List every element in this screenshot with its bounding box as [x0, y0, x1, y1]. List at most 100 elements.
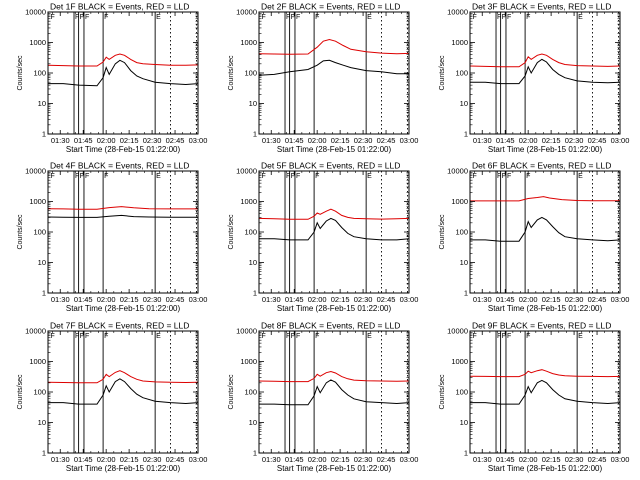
- x-tick-label: 02:45: [588, 295, 607, 304]
- x-tick-label: 03:00: [189, 295, 208, 304]
- flag-label: E: [156, 173, 161, 180]
- flag-label: E: [367, 14, 372, 21]
- x-tick-label: 02:45: [377, 455, 396, 464]
- y-tick-label: 1000: [29, 38, 46, 47]
- chart-title: Det 8F BLACK = Events, RED = LLD: [261, 321, 400, 331]
- x-axis-label: Start Time (28-Feb-15 01:22:00): [277, 304, 392, 313]
- y-tick-label: 1000: [451, 357, 468, 366]
- x-tick-label: 01:45: [285, 136, 304, 145]
- y-tick-label: 10: [38, 99, 46, 108]
- y-tick-label: 100: [33, 69, 46, 78]
- series-line-events: [48, 59, 199, 87]
- series-line-lld: [469, 369, 621, 378]
- axes-frame: [47, 170, 199, 294]
- x-tick-label: 02:30: [354, 455, 373, 464]
- y-tick-label: 1000: [451, 197, 468, 206]
- series-line-lld: [47, 370, 199, 384]
- y-tick-label: 1000: [240, 197, 257, 206]
- x-tick-label: 03:00: [400, 136, 419, 145]
- x-tick-label: 02:00: [308, 136, 327, 145]
- y-tick-label: 1: [253, 449, 257, 458]
- flag-label: F: [104, 14, 108, 21]
- flag-label: F: [526, 173, 530, 180]
- series-line-events: [48, 378, 199, 405]
- x-tick-label: 02:15: [120, 295, 139, 304]
- y-tick-label: 10: [38, 418, 46, 427]
- x-tick-label: 01:45: [496, 295, 515, 304]
- flag-label: F: [296, 173, 300, 180]
- flag-label: F: [497, 14, 501, 21]
- flag-label: F: [51, 14, 55, 21]
- flag-label: F: [473, 333, 477, 340]
- flag-label: E: [156, 14, 161, 21]
- y-tick-label: 1000: [240, 38, 257, 47]
- x-tick-label: 01:30: [262, 136, 281, 145]
- y-tick-label: 10000: [447, 167, 468, 176]
- axes-frame: [469, 11, 621, 135]
- y-axis-label: Counts/sec: [228, 214, 235, 250]
- y-axis-label: Counts/sec: [17, 214, 24, 250]
- flag-label: F: [296, 14, 300, 21]
- flag-label: E: [156, 333, 161, 340]
- flag-label: F: [502, 14, 506, 21]
- x-tick-label: 01:30: [51, 455, 70, 464]
- x-tick-label: 01:30: [473, 136, 492, 145]
- y-tick-label: 10: [249, 99, 257, 108]
- y-tick-label: 1: [253, 289, 257, 298]
- y-tick-label: 10: [38, 258, 46, 267]
- axes-frame: [47, 330, 199, 454]
- x-tick-label: 02:00: [97, 136, 116, 145]
- series-line-events: [259, 217, 410, 241]
- x-tick-label: 02:15: [331, 455, 350, 464]
- flag-label: F: [526, 14, 530, 21]
- y-tick-label: 10000: [447, 8, 468, 17]
- x-axis-label: Start Time (28-Feb-15 01:22:00): [488, 304, 603, 313]
- series-line-lld: [258, 208, 410, 220]
- x-tick-label: 01:30: [473, 455, 492, 464]
- flag-label: F: [75, 333, 79, 340]
- y-tick-label: 1: [42, 130, 46, 139]
- x-tick-label: 01:45: [74, 136, 93, 145]
- flag-label: F: [75, 173, 79, 180]
- flag-label: F: [296, 333, 300, 340]
- y-tick-label: 10: [249, 258, 257, 267]
- flag-label: F: [497, 173, 501, 180]
- x-tick-label: 02:00: [519, 136, 538, 145]
- x-tick-label: 02:15: [542, 136, 561, 145]
- chart-title: Det 2F BLACK = Events, RED = LLD: [261, 2, 400, 12]
- x-axis-label: Start Time (28-Feb-15 01:22:00): [66, 464, 181, 473]
- x-tick-label: 02:15: [120, 455, 139, 464]
- y-tick-label: 10000: [236, 167, 257, 176]
- flag-label: F: [85, 14, 89, 21]
- flag-label: F: [286, 14, 290, 21]
- series-line-events: [470, 379, 621, 405]
- flag-label: E: [578, 14, 583, 21]
- x-axis-label: Start Time (28-Feb-15 01:22:00): [66, 145, 181, 154]
- series-line-lld: [470, 196, 620, 202]
- x-tick-label: 02:45: [166, 295, 185, 304]
- x-tick-label: 02:00: [519, 295, 538, 304]
- chart-title: Det 9F BLACK = Events, RED = LLD: [472, 321, 611, 331]
- series-line-events: [47, 214, 198, 218]
- series-line-events: [470, 58, 621, 85]
- x-tick-label: 02:30: [143, 295, 162, 304]
- y-tick-label: 10000: [447, 327, 468, 336]
- flag-label: F: [80, 173, 84, 180]
- y-tick-label: 100: [244, 388, 257, 397]
- x-tick-label: 02:30: [354, 295, 373, 304]
- x-tick-label: 03:00: [400, 295, 419, 304]
- x-tick-label: 02:45: [588, 136, 607, 145]
- chart-title: Det 6F BLACK = Events, RED = LLD: [472, 161, 611, 171]
- flag-label: E: [367, 173, 372, 180]
- y-tick-label: 10000: [25, 8, 46, 17]
- x-tick-label: 02:30: [565, 136, 584, 145]
- x-tick-label: 02:45: [377, 136, 396, 145]
- x-tick-label: 02:30: [565, 455, 584, 464]
- flag-label: F: [51, 173, 55, 180]
- y-tick-label: 100: [455, 69, 468, 78]
- flag-label: F: [315, 173, 319, 180]
- y-tick-label: 10000: [25, 167, 46, 176]
